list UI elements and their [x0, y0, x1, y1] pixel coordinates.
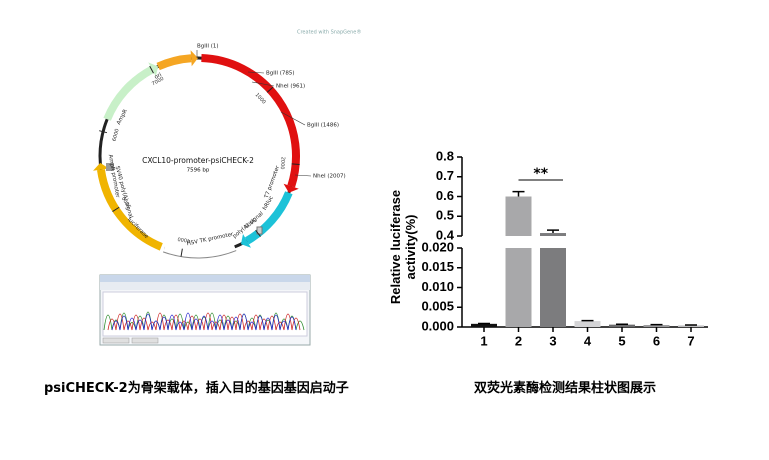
feature-box — [256, 226, 263, 235]
y-tick-label: 0.5 — [436, 208, 454, 223]
feature-label: HSV TK promoter — [186, 231, 234, 247]
y-tick-label: 0.015 — [421, 259, 454, 274]
sequencing-screenshot — [99, 274, 311, 346]
ring-tick — [255, 229, 261, 237]
ring-tick-label: 2000 — [279, 156, 286, 169]
caption: psiCHECK-2为骨架载体，插入目的基因基因启动子 — [44, 381, 349, 396]
bar — [540, 248, 566, 327]
y-tick-label: 0.010 — [421, 279, 454, 294]
x-tick-label: 3 — [549, 333, 556, 348]
y-tick-label: 0.6 — [436, 188, 454, 203]
site-leader — [294, 174, 312, 177]
credit: Created with SnapGene® — [297, 29, 361, 36]
feature-arrow — [96, 169, 163, 251]
ring-tick — [266, 86, 274, 93]
plasmid-size: 7596 bp — [187, 168, 210, 174]
site-label: BglII (1) — [197, 44, 219, 50]
bar — [643, 325, 670, 327]
site-label: BglII (1486) — [307, 123, 339, 129]
feature-arrow-head — [283, 183, 299, 193]
ring-tick — [149, 65, 154, 74]
bar — [471, 323, 497, 327]
feature-arrow-head — [148, 62, 159, 77]
caption: 双荧光素酶检测结果柱状图展示 — [474, 381, 657, 396]
ring-tick — [291, 163, 300, 166]
feature-label: ori — [154, 72, 164, 81]
ring-tick — [112, 206, 120, 213]
site-label: NheI (2007) — [313, 174, 346, 180]
feature-arrow-head — [190, 50, 198, 67]
y-tick-label: 0.7 — [436, 168, 454, 183]
y-tick-label: 0.4 — [436, 227, 455, 242]
x-tick-label: 5 — [618, 333, 625, 348]
x-tick-label: 1 — [480, 333, 487, 348]
feature-arrow-head — [240, 233, 251, 248]
feature-arrow — [103, 65, 154, 121]
site-leader — [251, 81, 275, 87]
feature-arrow-head — [93, 162, 109, 171]
significance-label: ** — [533, 166, 548, 182]
bar — [678, 325, 704, 327]
bar — [505, 248, 532, 327]
bar — [609, 324, 635, 327]
ring-tick-label: 5000 — [121, 195, 133, 209]
ring-tick — [99, 130, 108, 134]
x-tick-label: 6 — [653, 333, 660, 348]
feature-arrow — [244, 191, 293, 245]
error-bar — [512, 190, 525, 197]
feature-arrow — [201, 54, 300, 188]
feature-outline — [162, 250, 237, 259]
site-label: NheI (961) — [276, 84, 305, 90]
x-tick-label: 7 — [687, 333, 694, 348]
feature-arrow — [156, 54, 192, 71]
bar — [540, 233, 566, 236]
site-label: BglII (785) — [266, 71, 295, 77]
ring-tick — [180, 248, 183, 257]
ring-tick-label: 6000 — [112, 128, 121, 142]
feature-arrow — [163, 243, 237, 258]
y-tick-label: 0.005 — [421, 299, 454, 314]
ring-tick-label: 7000 — [151, 76, 165, 87]
feature-box — [106, 163, 114, 171]
bar — [505, 196, 532, 236]
plasmid-name: CXCL10-promoter-psiCHECK-2 — [142, 156, 254, 165]
y-tick-label: 0.020 — [421, 239, 454, 254]
site-leader — [247, 71, 265, 74]
error-bar — [547, 229, 559, 234]
x-tick-label: 4 — [584, 333, 592, 348]
bar — [574, 321, 601, 327]
x-tick-label: 2 — [515, 333, 522, 348]
feature-label: AmpR — [116, 108, 129, 125]
y-tick-label: 0.000 — [421, 318, 454, 333]
site-leader — [280, 111, 306, 126]
y-tick-label: 0.8 — [436, 148, 454, 163]
ring-tick-label: 4000 — [177, 235, 191, 243]
y-axis-label: Relative luciferase activity(%) — [388, 189, 418, 305]
ring-tick-label: 1000 — [254, 92, 267, 105]
feature-label: T7 promoter — [263, 164, 281, 200]
